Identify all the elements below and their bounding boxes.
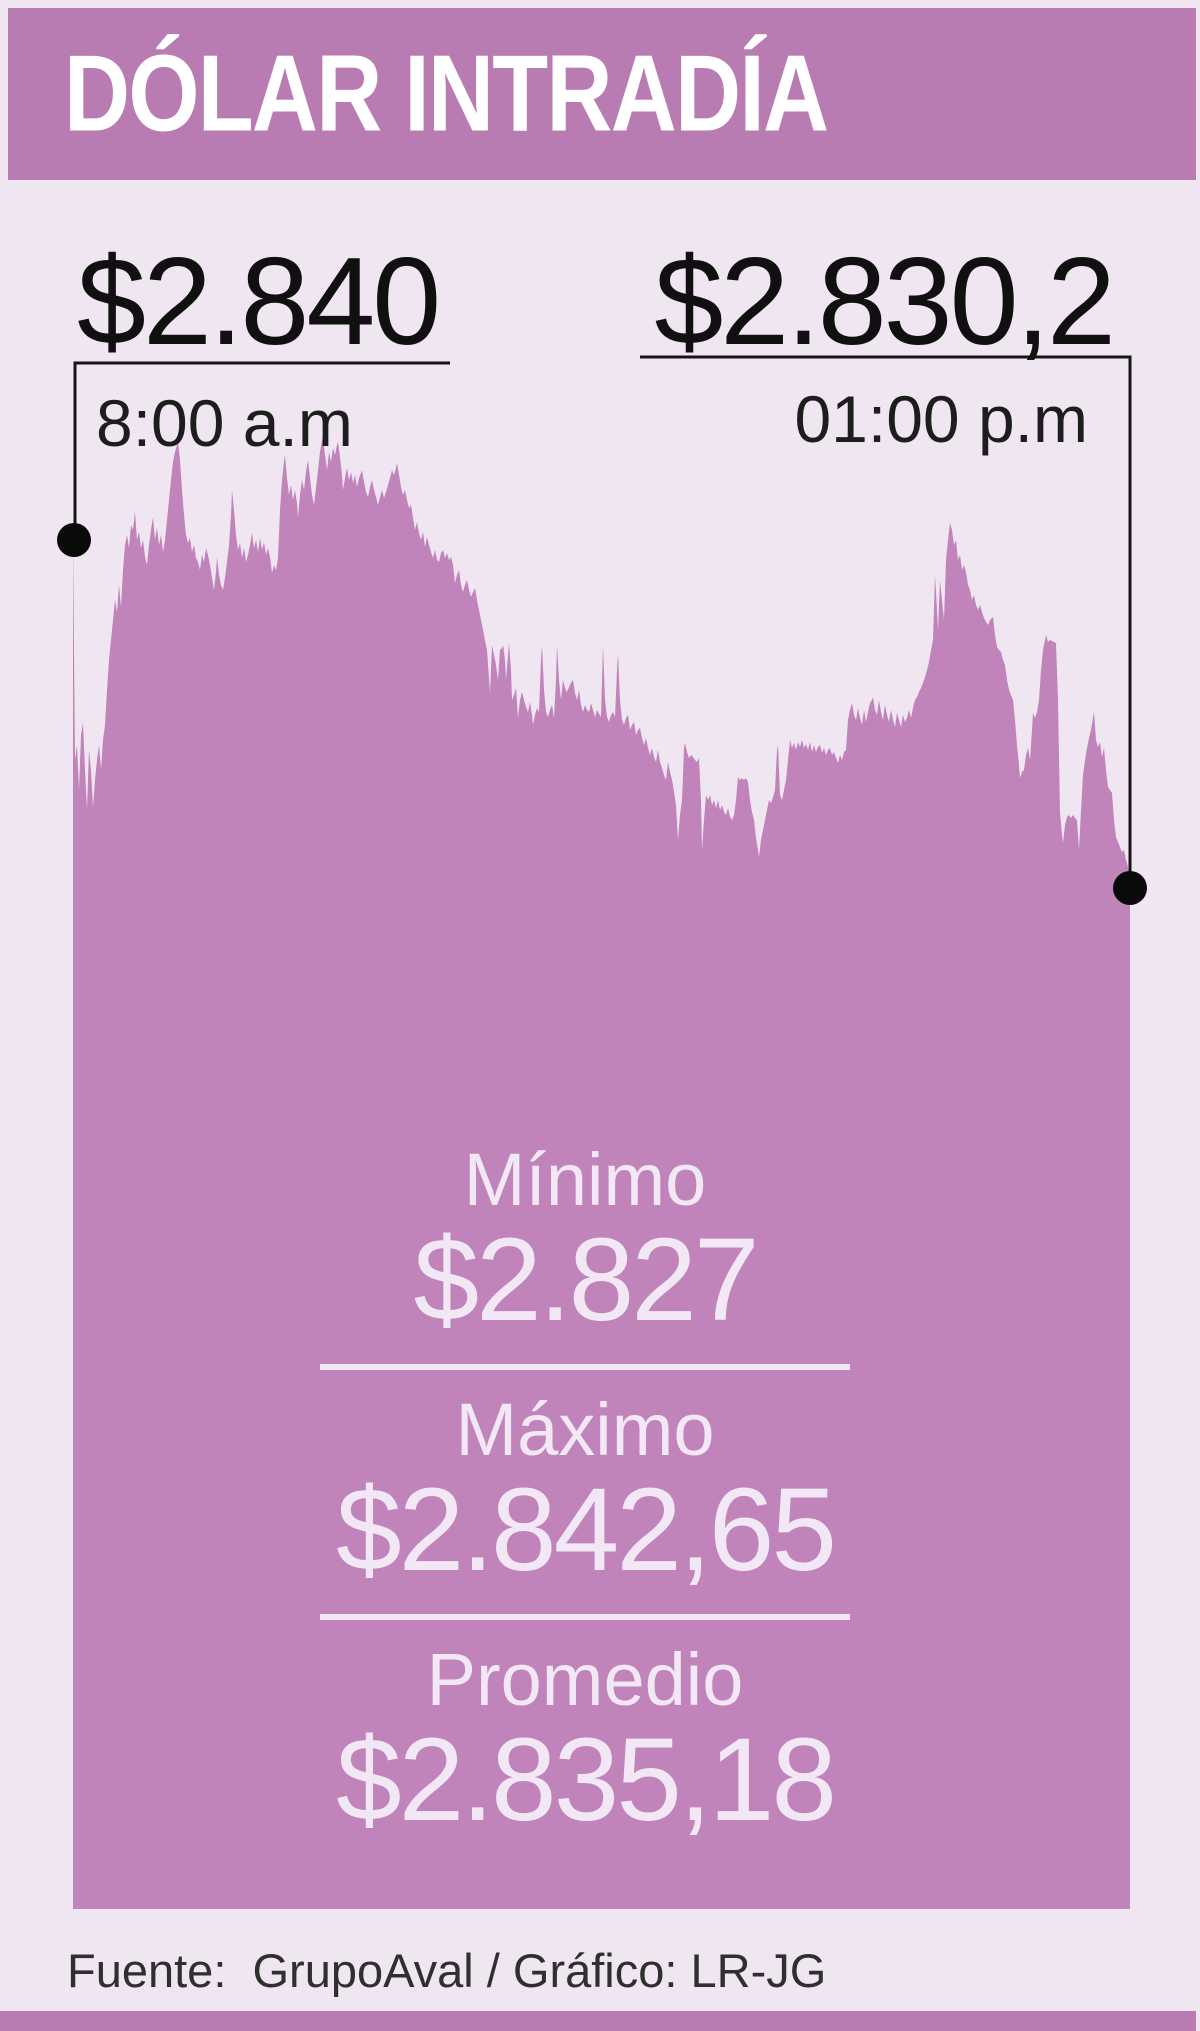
header-bar: DÓLAR INTRADÍA xyxy=(8,8,1196,180)
open-value: $2.840 xyxy=(77,233,441,371)
stats-panel: Mínimo $2.827 Máximo $2.842,65 Promedio … xyxy=(320,1142,850,1842)
max-label: Máximo xyxy=(455,1388,715,1471)
close-time: 01:00 p.m xyxy=(794,382,1088,456)
avg-label: Promedio xyxy=(426,1638,744,1721)
page-title: DÓLAR INTRADÍA xyxy=(64,33,829,154)
open-time: 8:00 a.m xyxy=(96,386,353,460)
stats-divider xyxy=(320,1614,850,1620)
close-value: $2.830,2 xyxy=(654,233,1116,371)
bottom-bar xyxy=(0,2011,1196,2031)
min-label: Mínimo xyxy=(463,1138,707,1221)
source-credit: Fuente: GrupoAval / Gráfico: LR-JG xyxy=(67,1944,827,1997)
max-value: $2.842,65 xyxy=(336,1464,837,1596)
stats-divider xyxy=(320,1364,850,1370)
area-series xyxy=(73,437,1130,1909)
close-callout-connector xyxy=(640,355,1132,884)
min-value: $2.827 xyxy=(413,1214,760,1346)
open-callout-connector xyxy=(73,361,450,538)
avg-value: $2.835,18 xyxy=(336,1714,837,1846)
open-marker-dot xyxy=(57,523,91,557)
close-marker-dot xyxy=(1113,871,1147,905)
